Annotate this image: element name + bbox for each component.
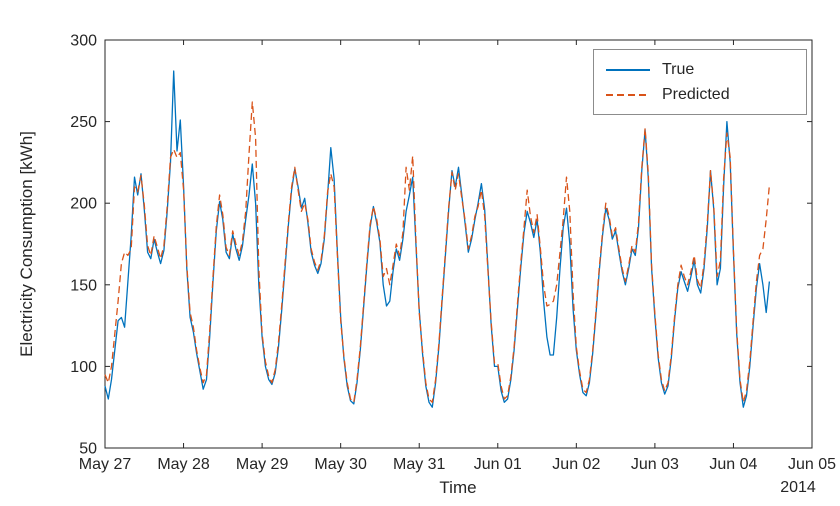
x-tick-label: May 27: [79, 456, 132, 473]
x-tick-label: Jun 04: [709, 456, 757, 473]
x-tick-label: Jun 01: [474, 456, 522, 473]
legend-label-predicted: Predicted: [662, 85, 730, 103]
x-tick-label: May 31: [393, 456, 446, 473]
y-tick-label: 200: [70, 196, 97, 213]
x-axis-year-label: 2014: [780, 479, 816, 496]
x-tick-label: May 29: [236, 456, 289, 473]
x-tick-label: Jun 05: [788, 456, 836, 473]
series-line-predicted: [104, 101, 771, 403]
y-tick-label: 250: [70, 114, 97, 131]
y-tick-label: 50: [79, 441, 97, 458]
x-tick-label: Jun 03: [631, 456, 679, 473]
x-tick-label: Jun 02: [552, 456, 600, 473]
predicted-line-swatch: [606, 93, 650, 96]
x-tick-label: May 28: [157, 456, 210, 473]
x-axis-label: Time: [439, 478, 477, 497]
axes-box: [104, 39, 813, 449]
legend: True Predicted: [593, 49, 807, 115]
y-axis-label: Electricity Consumption [kWh]: [17, 131, 36, 357]
true-line-swatch: [606, 68, 650, 71]
legend-entry-predicted: Predicted: [594, 82, 806, 107]
x-tick-label: May 30: [314, 456, 367, 473]
legend-entry-true: True: [594, 57, 806, 82]
y-tick-label: 300: [70, 33, 97, 50]
y-tick-label: 150: [70, 277, 97, 294]
legend-label-true: True: [662, 60, 695, 78]
y-tick-label: 100: [70, 359, 97, 376]
